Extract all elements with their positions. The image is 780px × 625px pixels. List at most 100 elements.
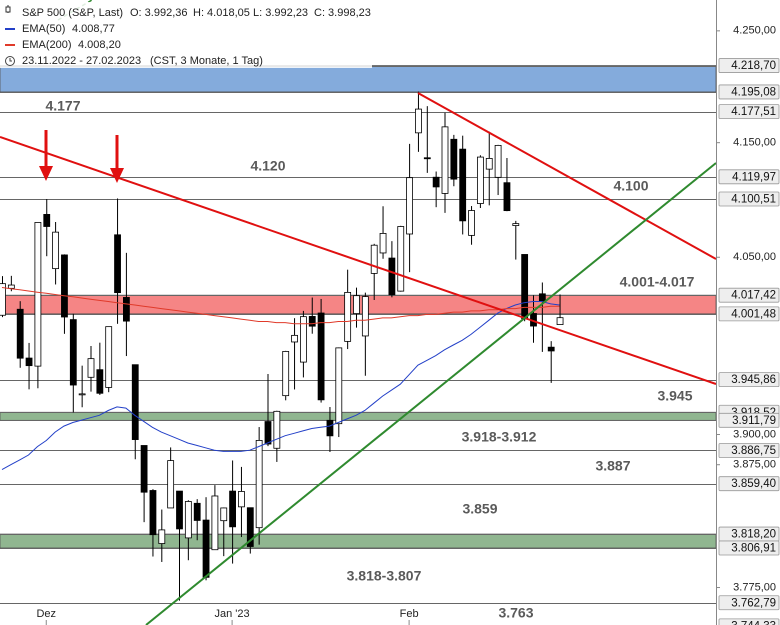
candle-up xyxy=(370,244,378,274)
candle-down xyxy=(96,369,104,394)
candle-down xyxy=(229,490,237,528)
y-tick-label: 4.250,00 xyxy=(733,25,776,37)
candle-up xyxy=(52,231,59,270)
candle-down xyxy=(202,519,210,578)
candle-down xyxy=(538,293,546,302)
level-label-box xyxy=(718,287,780,303)
level-label-box xyxy=(718,540,780,556)
legend-title: S&P 500 (S&P, Last) xyxy=(22,7,123,19)
candle-down xyxy=(69,319,77,386)
candle-up xyxy=(406,177,414,235)
candle-down xyxy=(547,346,555,352)
annotation: 4.100 xyxy=(613,178,648,194)
candle-down xyxy=(25,357,33,367)
candle-up xyxy=(512,223,520,226)
legend-entry: EMA(200) xyxy=(22,39,72,51)
candle-up xyxy=(105,326,113,388)
candle-down xyxy=(149,490,157,536)
level-label: 4.017,42 xyxy=(731,290,776,302)
candle-up xyxy=(353,295,360,315)
level-label: 3.945,86 xyxy=(731,374,776,386)
candle-up xyxy=(335,347,343,425)
annotation: 3.887 xyxy=(595,458,630,474)
level-label-box xyxy=(718,104,780,120)
level-label: 4.218,70 xyxy=(731,60,776,72)
candle-up xyxy=(556,317,564,325)
level-label-box xyxy=(718,412,780,428)
annotation: 4.120 xyxy=(250,158,285,174)
y-tick-label: 3.900,00 xyxy=(733,428,776,440)
candle-up xyxy=(485,158,493,170)
candle-down xyxy=(521,254,529,320)
candle-up xyxy=(379,233,387,254)
candle-down xyxy=(423,157,431,160)
candle-down xyxy=(246,507,254,547)
annotation: 3.945 xyxy=(657,388,692,404)
level-label-box xyxy=(718,191,780,207)
candle-up xyxy=(167,460,175,509)
zone xyxy=(0,533,717,549)
candles xyxy=(0,91,564,601)
x-tick-label: Dez xyxy=(36,608,56,620)
candle-up xyxy=(441,126,449,194)
x-tick-label: Jan '23 xyxy=(215,608,250,620)
candle-down xyxy=(193,502,201,521)
annotation: 3.859 xyxy=(462,501,497,517)
candle-down xyxy=(131,364,139,440)
candle-up xyxy=(34,222,42,367)
y-tick-label: 4.050,00 xyxy=(733,251,776,263)
candle-up xyxy=(415,108,422,134)
clock-icon xyxy=(9,58,12,62)
candle-up xyxy=(397,226,405,292)
y-axis: 4.250,00 4.150,00 4.050,00 3.900,00 3.875,00… xyxy=(716,25,780,625)
candle-up xyxy=(282,351,290,397)
legend-entry: EMA(50) xyxy=(22,23,65,35)
legend-info: (CST, 3 Monate, 1 Tag) xyxy=(150,55,263,67)
level-label: 3.886,75 xyxy=(731,445,776,457)
level-label: 4.001,48 xyxy=(731,308,776,320)
level-label-box xyxy=(718,443,780,458)
y-tick-label: 4.150,00 xyxy=(733,137,776,149)
candle-up xyxy=(476,156,484,204)
level-label: 4.195,08 xyxy=(731,86,776,98)
candle-down xyxy=(503,182,511,212)
candle-down xyxy=(450,138,458,180)
clock-icon xyxy=(5,56,15,66)
annotation: 4.001-4.017 xyxy=(620,274,695,290)
downtrend-line xyxy=(417,92,717,260)
level-label: 3.762,79 xyxy=(731,597,776,609)
annotation: 4.177 xyxy=(45,98,80,114)
candle-up xyxy=(468,210,475,236)
level-label-box xyxy=(718,58,780,73)
level-label-box xyxy=(718,595,780,611)
level-label: 3.806,91 xyxy=(731,543,776,555)
uptrend-line xyxy=(145,162,717,625)
legend: S&P 500 (S&P, Last) O: 3.992,36 H: 4.018… xyxy=(0,2,372,68)
annotation: 3.918-3.912 xyxy=(462,429,537,445)
level-label: 3.744,33 xyxy=(731,620,776,625)
candle-down xyxy=(140,445,148,493)
ema-line xyxy=(1,301,560,471)
arrow-head xyxy=(110,168,124,183)
level-label-box xyxy=(718,372,780,388)
y-tick-label: 3.775,00 xyxy=(733,581,776,593)
candle-down xyxy=(114,234,121,294)
candle-up xyxy=(273,410,281,449)
candle-down xyxy=(459,148,467,222)
level-label-box xyxy=(718,169,780,185)
candle-down xyxy=(123,297,130,322)
candle-up xyxy=(238,491,245,508)
level-label: 3.818,20 xyxy=(731,529,776,541)
x-axis: Dez Jan '23 Feb xyxy=(36,608,419,625)
level-label-box xyxy=(718,618,780,625)
candle-down xyxy=(317,312,325,401)
level-label: 4.177,51 xyxy=(731,106,776,118)
candle-up xyxy=(0,283,6,316)
candle-up xyxy=(344,292,352,342)
candle-up xyxy=(220,507,228,522)
zone xyxy=(0,65,717,93)
legend-background xyxy=(0,2,372,68)
level-label: 4.119,97 xyxy=(732,171,776,183)
